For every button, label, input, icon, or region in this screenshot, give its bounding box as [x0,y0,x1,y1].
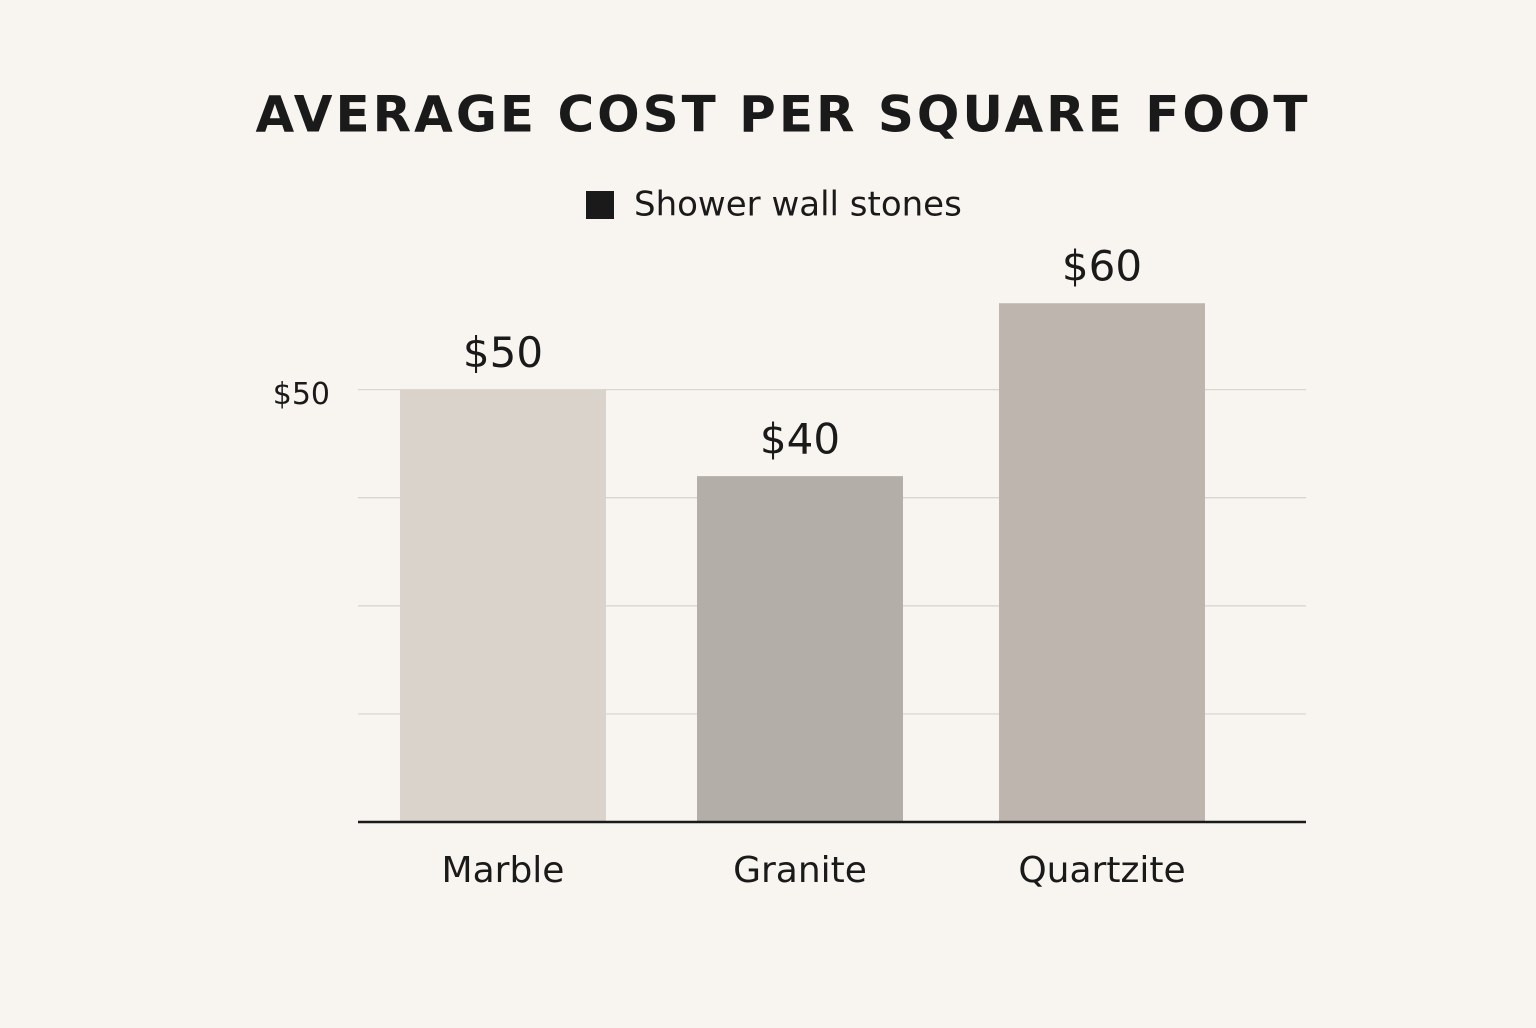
value-label: $60 [1062,242,1142,291]
value-label: $50 [463,328,543,377]
x-tick-label: Marble [442,850,565,891]
legend-label: Shower wall stones [634,185,962,225]
value-label: $40 [760,415,840,464]
chart-title: AVERAGE COST PER SQUARE FOOT [256,86,1311,144]
legend-swatch [586,191,614,219]
bar [400,389,606,822]
y-tick-label: $50 [273,377,330,412]
x-tick-label: Quartzite [1018,850,1185,891]
x-tick-label: Granite [733,850,867,891]
bar [999,303,1205,822]
bar [697,476,903,822]
